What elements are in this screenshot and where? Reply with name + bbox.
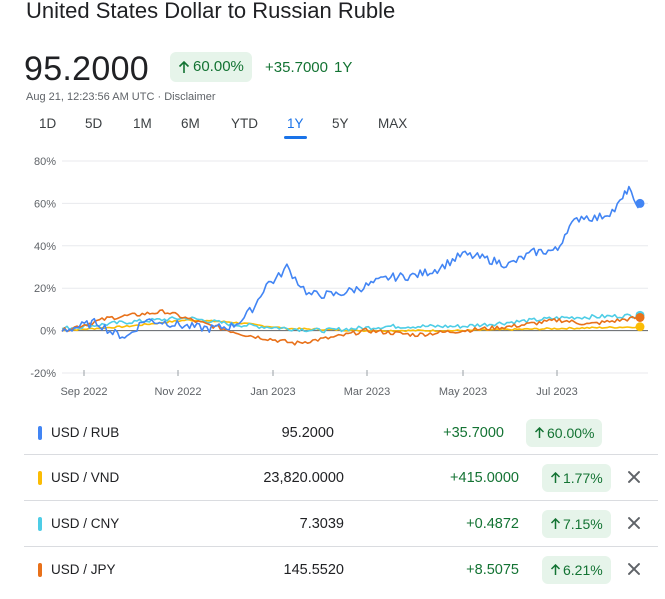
range-tab-1m[interactable]: 1M <box>133 116 152 131</box>
percent-badge: 60.00% <box>526 419 603 447</box>
arrow-up-icon <box>534 426 545 438</box>
range-tab-6m[interactable]: 6M <box>181 116 200 131</box>
pair-label-usd-vnd: USD / VND <box>51 470 120 485</box>
percent-badge: 7.15% <box>542 510 611 538</box>
page-title: United States Dollar to Russian Ruble <box>26 0 396 23</box>
table-row[interactable]: USD / VND 23,820.0000 +415.0000 1.77% <box>24 455 658 501</box>
change-value: +415.0000 <box>450 470 519 486</box>
percent-badge: 6.21% <box>542 556 611 584</box>
pair-label-usd-cny: USD / CNY <box>51 516 120 531</box>
absolute-change: +35.7000 1Y <box>265 59 352 76</box>
x-tick-label: Nov 2022 <box>154 386 201 398</box>
y-tick-label: 20% <box>34 283 56 295</box>
series-line-usd-rub <box>61 185 641 340</box>
series-line-usd-cny <box>61 313 641 334</box>
pair-label-usd-rub: USD / RUB <box>51 425 120 440</box>
percent-change-badge: 60.00% <box>170 52 252 82</box>
arrow-up-icon <box>550 517 561 529</box>
percent-badge: 1.77% <box>542 464 611 492</box>
range-tab-ytd[interactable]: YTD <box>231 116 258 131</box>
series-line-usd-jpy <box>61 309 641 346</box>
comparison-chart: 80% 60% 40% 20% 0% -20% Sep 2022 Nov 2022 Jan 20… <box>30 156 648 398</box>
close-icon[interactable] <box>624 513 644 533</box>
x-tick-label: Jul 2023 <box>536 386 578 398</box>
timestamp-line: Aug 21, 12:23:56 AM UTC · Disclaimer <box>26 91 216 103</box>
comparison-table: USD / RUB 95.2000 +35.7000 60.00% USD / VND 2… <box>24 410 658 593</box>
current-price: 95.2000 <box>24 50 150 88</box>
series-color-swatch <box>38 517 42 531</box>
change-value: +8.5075 <box>466 562 519 578</box>
change-period: 1Y <box>333 59 353 76</box>
separator: · <box>157 91 162 103</box>
series-color-swatch <box>38 563 42 577</box>
y-tick-label: 60% <box>34 198 56 210</box>
rate-value: 95.2000 <box>281 425 334 441</box>
pair-label-usd-jpy: USD / JPY <box>51 562 116 577</box>
y-tick-label: -20% <box>30 368 56 380</box>
percent-badge-value: 6.21% <box>563 562 603 578</box>
timestamp: Aug 21, 12:23:56 AM UTC <box>26 91 155 103</box>
range-tab-5d[interactable]: 5D <box>85 116 103 131</box>
absolute-change-value: +35.7000 <box>265 59 328 76</box>
series-endpoint-usd-vnd <box>635 322 645 332</box>
range-tab-max[interactable]: MAX <box>378 116 408 131</box>
range-tab-5y[interactable]: 5Y <box>332 116 349 131</box>
series-endpoint-usd-rub <box>635 198 645 208</box>
close-icon[interactable] <box>624 467 644 487</box>
x-tick-label: May 2023 <box>439 386 487 398</box>
arrow-up-icon <box>178 60 190 73</box>
series-color-swatch <box>38 426 42 440</box>
range-tab-1d[interactable]: 1D <box>39 116 57 131</box>
close-icon[interactable] <box>624 559 644 579</box>
series-endpoint-usd-jpy <box>635 312 645 322</box>
disclaimer-link[interactable]: Disclaimer <box>164 91 216 103</box>
percent-badge-value: 7.15% <box>563 516 603 532</box>
x-tick-label: Jan 2023 <box>250 386 295 398</box>
change-value: +35.7000 <box>443 425 504 441</box>
y-tick-label: 0% <box>40 326 56 338</box>
change-value: +0.4872 <box>466 516 519 532</box>
x-tick-label: Sep 2022 <box>60 386 107 398</box>
y-tick-label: 40% <box>34 241 56 253</box>
rate-value: 23,820.0000 <box>263 470 344 486</box>
table-row[interactable]: USD / CNY 7.3039 +0.4872 7.15% <box>24 501 658 547</box>
x-tick-label: Mar 2023 <box>344 386 390 398</box>
y-tick-label: 80% <box>34 156 56 168</box>
percent-change-value: 60.00% <box>193 58 244 75</box>
table-row[interactable]: USD / JPY 145.5520 +8.5075 6.21% <box>24 547 658 593</box>
rate-value: 7.3039 <box>299 516 344 532</box>
percent-badge-value: 60.00% <box>547 425 595 441</box>
arrow-up-icon <box>550 471 561 483</box>
range-tab-1y[interactable]: 1Y <box>284 116 306 139</box>
percent-badge-value: 1.77% <box>563 470 603 486</box>
series-color-swatch <box>38 471 42 485</box>
arrow-up-icon <box>550 563 561 575</box>
table-row[interactable]: USD / RUB 95.2000 +35.7000 60.00% <box>24 410 658 455</box>
rate-value: 145.5520 <box>283 562 344 578</box>
